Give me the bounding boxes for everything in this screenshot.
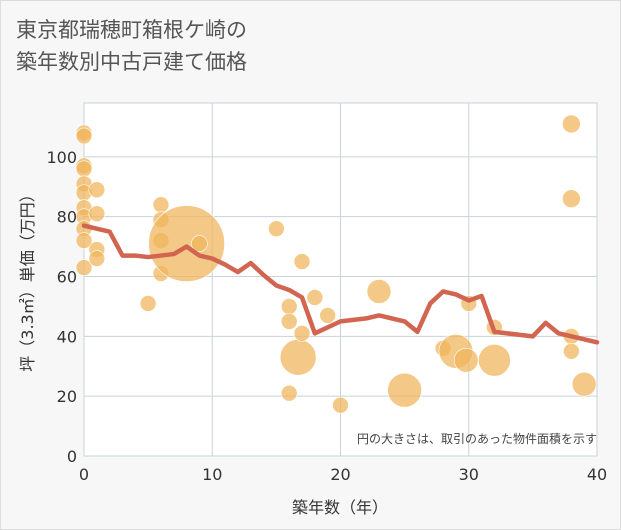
x-tick-label: 0 — [79, 465, 89, 484]
x-tick-label: 10 — [202, 465, 222, 484]
bubble-series — [75, 114, 597, 414]
bubble-point — [562, 114, 581, 134]
bubble-point — [75, 160, 93, 178]
chart-title: 東京都瑞穂町箱根ケ崎の 築年数別中古戸建て価格 — [16, 14, 247, 78]
bubble-point — [280, 313, 298, 330]
x-axis-label: 築年数（年） — [292, 498, 388, 517]
bubble-point — [75, 127, 93, 145]
bubble-point — [152, 196, 170, 214]
bubble-point — [148, 205, 225, 282]
bubble-point — [571, 371, 597, 397]
chart-title-line1: 東京都瑞穂町箱根ケ崎の — [16, 18, 247, 42]
bubble-point — [332, 396, 349, 414]
y-axis-label: 坪（3.3㎡）単価（万円） — [18, 186, 37, 371]
bubble-point — [88, 250, 106, 267]
bubble-point — [478, 343, 511, 377]
bubble-point — [280, 384, 298, 402]
y-tick-label: 0 — [67, 447, 77, 466]
bubble-point — [191, 235, 208, 252]
trend-line — [81, 223, 600, 345]
y-tick-label: 100 — [46, 148, 77, 167]
bubble-point — [319, 307, 336, 324]
x-tick-label: 30 — [459, 465, 479, 484]
size-note: 円の大きさは、取引のあった物件面積を示す — [357, 431, 597, 446]
y-tick-label: 60 — [57, 268, 77, 287]
bubble-point — [387, 372, 422, 408]
bubble-point — [306, 289, 324, 306]
y-tick-labels: 0 20 40 60 80 100 — [46, 148, 77, 466]
y-tick-label: 20 — [57, 387, 77, 406]
bubble-point — [88, 181, 106, 199]
bubble-point — [75, 259, 93, 276]
bubble-point — [139, 295, 157, 312]
y-tick-label: 40 — [57, 327, 77, 346]
chart-title-line2: 築年数別中古戸建て価格 — [16, 50, 247, 74]
bubble-point — [75, 232, 93, 249]
bubble-point — [453, 347, 479, 373]
bubble-point — [280, 298, 298, 315]
x-tick-label: 20 — [330, 465, 350, 484]
bubble-point — [293, 325, 311, 342]
trend-line-group — [81, 223, 600, 345]
plot-border — [83, 102, 598, 457]
y-tick-label: 80 — [57, 208, 77, 227]
bubble-point — [279, 338, 317, 376]
bubble-point — [563, 342, 580, 360]
bubble-point — [562, 189, 581, 209]
bubble-point — [268, 220, 285, 237]
x-tick-label: 40 — [587, 465, 607, 484]
bubble-point — [88, 205, 106, 222]
bubble-point — [366, 279, 392, 304]
bubble-point — [293, 253, 311, 270]
x-tick-labels: 0 10 20 30 40 — [79, 465, 607, 484]
